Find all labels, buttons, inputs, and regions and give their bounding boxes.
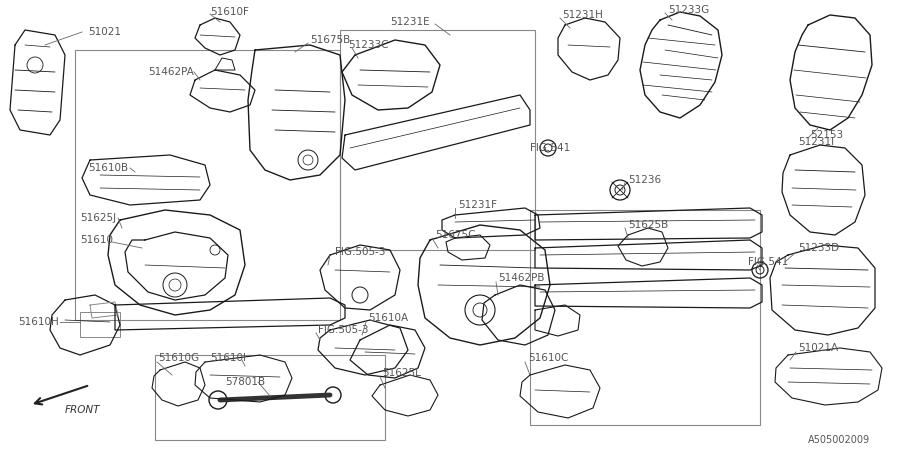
Text: 51231I: 51231I: [798, 137, 834, 147]
Text: 51231F: 51231F: [458, 200, 497, 210]
Text: 51021: 51021: [88, 27, 121, 37]
Text: FRONT: FRONT: [65, 405, 101, 415]
Text: A505002009: A505002009: [808, 435, 870, 445]
Bar: [530, 210, 760, 425]
Text: FIG.541: FIG.541: [748, 257, 788, 267]
Text: 51610G: 51610G: [158, 353, 199, 363]
Text: 51610B: 51610B: [88, 163, 128, 173]
Text: 51021A: 51021A: [798, 343, 838, 353]
Bar: [75, 50, 340, 320]
Text: 51610H: 51610H: [18, 317, 58, 327]
Text: 51675C: 51675C: [435, 230, 475, 240]
Text: 51610I: 51610I: [210, 353, 246, 363]
Bar: [340, 30, 535, 250]
Bar: [80, 312, 120, 337]
Text: 51233G: 51233G: [668, 5, 709, 15]
Text: 51610C: 51610C: [528, 353, 569, 363]
Text: 51625J: 51625J: [80, 213, 116, 223]
Text: 51610A: 51610A: [368, 313, 408, 323]
Text: 51231E: 51231E: [390, 17, 429, 27]
Text: FIG.505-3: FIG.505-3: [318, 325, 368, 335]
Text: 52153: 52153: [810, 130, 843, 140]
Text: 51625B: 51625B: [628, 220, 668, 230]
Text: 51462PB: 51462PB: [498, 273, 544, 283]
Text: FIG.541: FIG.541: [530, 143, 571, 153]
Text: 51462PA: 51462PA: [148, 67, 194, 77]
Text: 51625L: 51625L: [382, 368, 421, 378]
Text: 51610: 51610: [80, 235, 113, 245]
Text: 51610F: 51610F: [210, 7, 249, 17]
Text: 51233D: 51233D: [798, 243, 839, 253]
Text: 51236: 51236: [628, 175, 662, 185]
Text: FIG.505-3: FIG.505-3: [335, 247, 385, 257]
Bar: [155, 355, 385, 440]
Text: 51233C: 51233C: [348, 40, 389, 50]
Text: 57801B: 57801B: [225, 377, 266, 387]
Text: 51231H: 51231H: [562, 10, 603, 20]
Text: 51675B: 51675B: [310, 35, 350, 45]
